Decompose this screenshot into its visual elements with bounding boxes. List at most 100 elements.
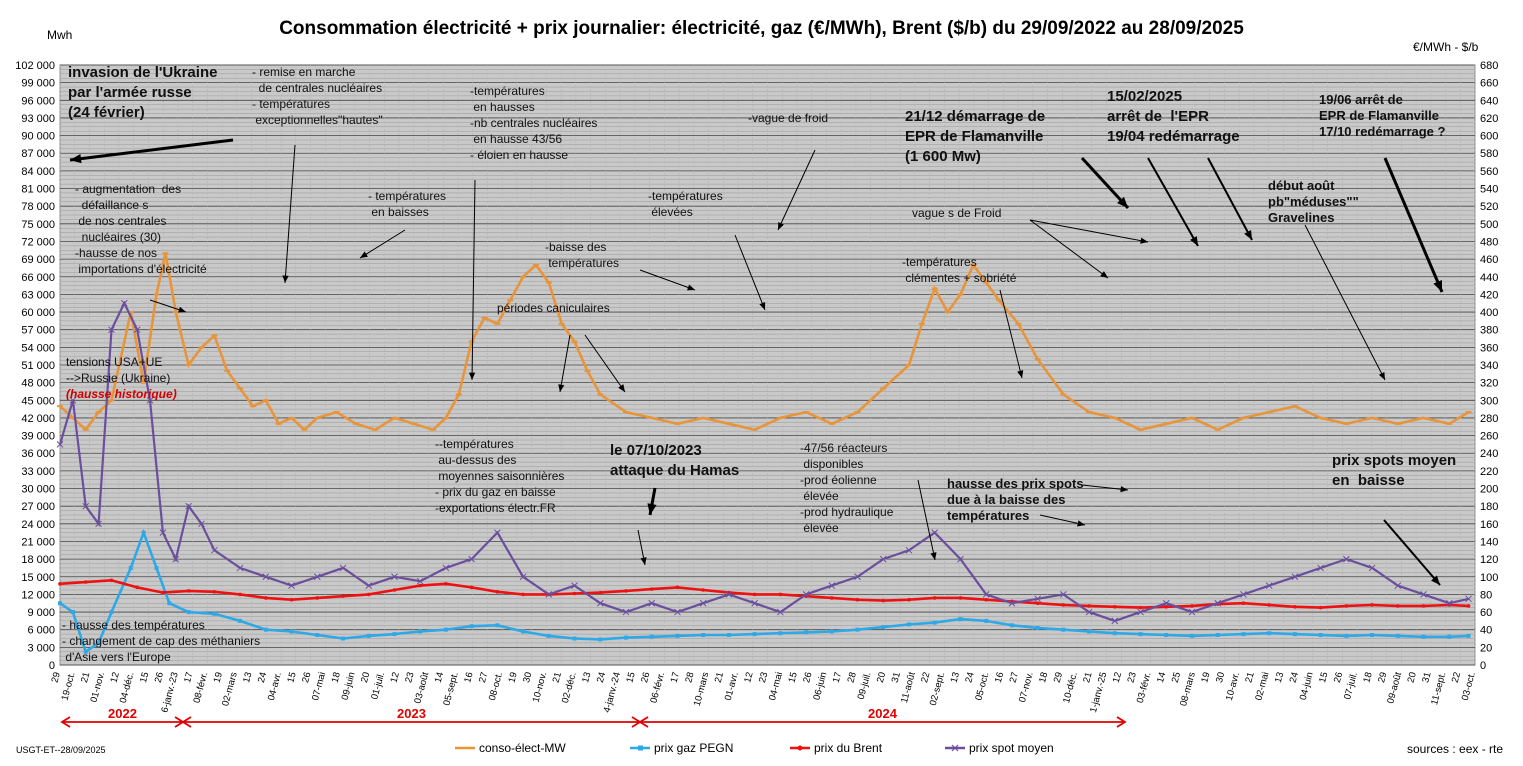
data-point: [1190, 633, 1194, 638]
annotation-a17: -températures clémentes + sobriété: [902, 255, 1017, 285]
data-point: [830, 596, 834, 600]
annotation-arrowhead: [1431, 575, 1440, 585]
data-point: [1318, 605, 1323, 610]
data-point: [804, 630, 809, 635]
x-tick-label: 17: [669, 671, 682, 684]
y-right-tick-label: 440: [1480, 272, 1498, 284]
data-point: [392, 588, 397, 592]
annotation-arrowhead: [687, 284, 695, 291]
annotation-arrowhead: [618, 384, 625, 392]
data-point: [186, 610, 191, 615]
annotation-arrow: [1304, 224, 1386, 381]
annotation-arrowhead: [1378, 372, 1385, 380]
data-point: [546, 633, 551, 638]
data-point: [1111, 617, 1119, 625]
data-point: [96, 640, 101, 645]
annotation-arrow: [471, 179, 476, 381]
y-right-tick-label: 140: [1480, 536, 1498, 548]
annotation-arrowhead: [1077, 520, 1085, 527]
data-point: [236, 564, 244, 572]
right-axis-unit: €/MWh - $/b: [1413, 40, 1479, 54]
y-left-tick-label: 96 000: [21, 95, 55, 107]
x-tick-label: 29: [1052, 671, 1065, 684]
data-point: [1087, 604, 1091, 608]
data-point: [1008, 599, 1016, 607]
data-point: [571, 582, 578, 589]
y-right-tick-label: 540: [1480, 184, 1498, 196]
y-right-tick-label: 680: [1480, 60, 1498, 72]
footer-sources: sources : eex - rte: [1407, 742, 1504, 756]
data-point: [905, 546, 913, 554]
footer-credit: USGT-ET--28/09/2025: [16, 745, 106, 755]
x-tick-label: 15: [624, 671, 637, 684]
x-tick-label: 26: [801, 671, 814, 684]
y-right-tick-label: 100: [1480, 572, 1498, 584]
data-point: [83, 649, 88, 654]
data-point: [341, 636, 345, 641]
data-point: [1087, 629, 1092, 634]
x-tick-label: 21: [79, 671, 92, 684]
data-point: [1318, 633, 1323, 637]
data-point: [881, 598, 886, 603]
data-point: [146, 396, 154, 404]
data-point: [495, 589, 500, 594]
x-tick-label: 26: [639, 671, 652, 684]
data-point: [596, 599, 604, 607]
y-right-tick-label: 20: [1480, 642, 1492, 654]
data-point: [172, 555, 180, 563]
x-tick-label: 14: [1155, 671, 1168, 684]
y-left-tick-label: 54 000: [21, 342, 55, 354]
data-point: [416, 577, 424, 585]
x-tick-label: 17: [182, 671, 195, 684]
data-point: [167, 601, 172, 606]
y-right-tick-label: 320: [1480, 378, 1498, 390]
y-right-tick-label: 260: [1480, 431, 1498, 443]
data-point: [1164, 604, 1169, 609]
data-point: [649, 587, 654, 591]
year-span-arrow: [1116, 716, 1127, 728]
annotation-arrowhead: [778, 222, 784, 230]
data-point: [982, 591, 990, 598]
annotation-arrow: [1207, 157, 1253, 241]
y-right-tick-label: 420: [1480, 289, 1498, 301]
data-point: [1061, 603, 1066, 607]
data-point: [1137, 608, 1144, 616]
data-point: [699, 599, 707, 607]
data-point: [1396, 604, 1400, 608]
data-point: [1138, 632, 1143, 637]
y-left-tick-label: 57 000: [21, 325, 55, 337]
data-point: [1240, 591, 1247, 598]
data-point: [828, 582, 836, 589]
y-left-tick-label: 18 000: [21, 554, 55, 566]
data-point: [598, 590, 603, 595]
data-point: [598, 637, 603, 642]
data-point: [1035, 625, 1040, 630]
y-left-tick-label: 15 000: [21, 572, 55, 584]
y-left-tick-label: 36 000: [21, 448, 55, 460]
annotation-a1: invasion de l'Ukraine par l'armée russe …: [68, 64, 218, 121]
data-point: [238, 618, 243, 623]
data-point: [69, 396, 77, 404]
x-tick-label: 24: [1288, 671, 1301, 684]
y-right-tick-label: 40: [1480, 625, 1492, 637]
x-tick-label: 23: [403, 671, 416, 684]
x-tick-label: 21: [1081, 671, 1094, 684]
annotation-arrowhead: [360, 251, 368, 258]
x-tick-label: 13: [949, 671, 962, 684]
data-point: [519, 573, 527, 581]
x-tick-label: 18: [1361, 671, 1374, 684]
annotation-arrowhead: [1100, 271, 1108, 278]
year-span-arrow: [638, 716, 649, 728]
y-right-tick-label: 280: [1480, 413, 1498, 425]
annotation-arrow: [69, 138, 234, 162]
data-point: [1009, 623, 1014, 628]
annotation-arrowhead: [1190, 236, 1198, 246]
x-tick-label: 22: [1450, 671, 1463, 684]
data-point: [365, 582, 373, 589]
data-point: [1061, 627, 1066, 632]
y-left-tick-label: 60 000: [21, 307, 55, 319]
x-tick-label: 15: [1317, 671, 1330, 684]
x-tick-label: 15: [138, 671, 151, 684]
data-point: [1188, 608, 1196, 616]
legend-marker: [638, 745, 643, 751]
